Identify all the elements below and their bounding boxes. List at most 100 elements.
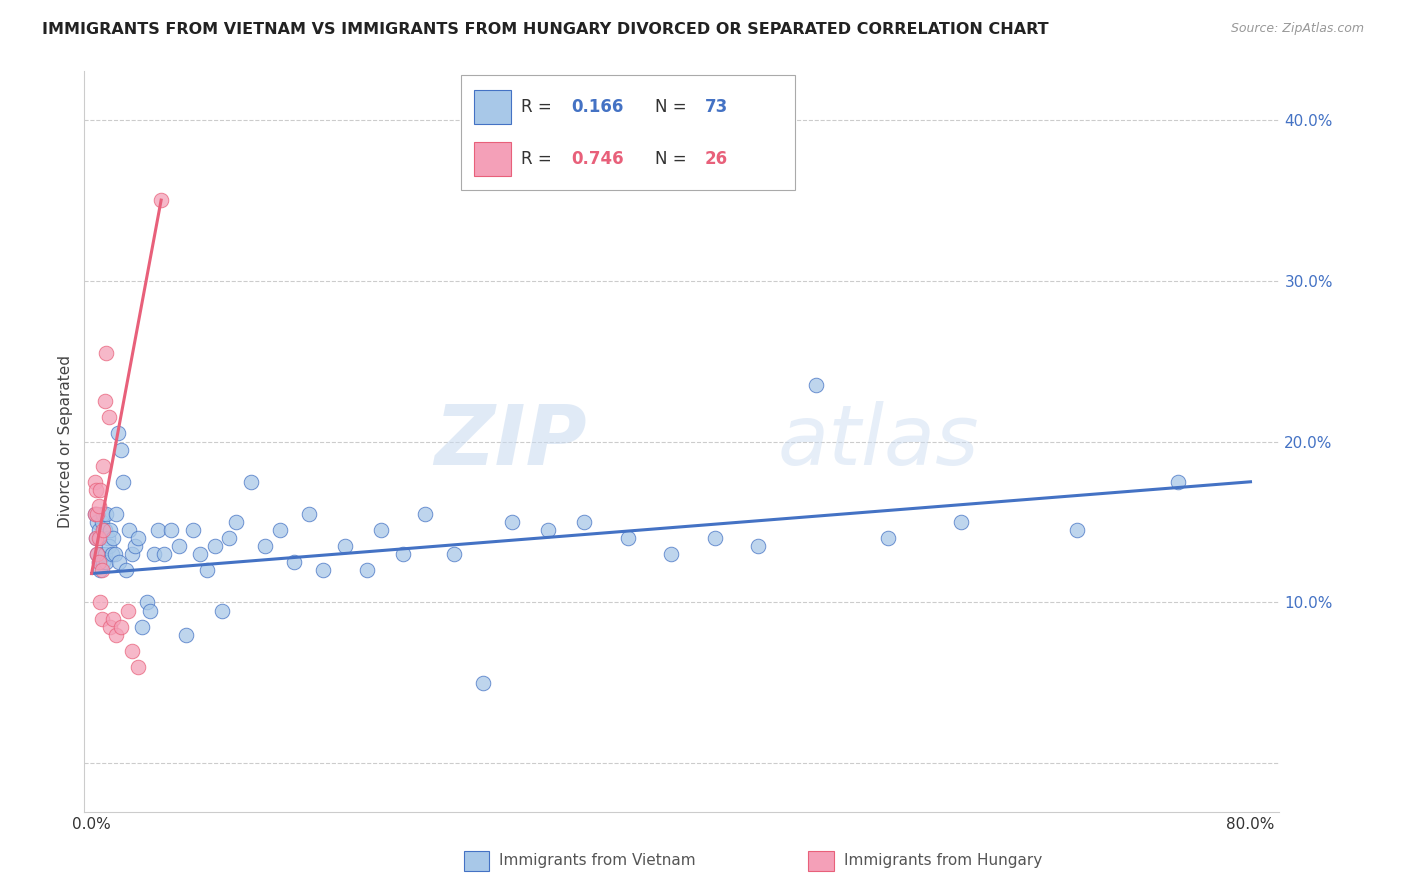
Point [112,475,135,489]
Text: atlas: atlas [778,401,979,482]
Point [174,628,197,642]
Point [356,563,378,577]
Point [298,507,321,521]
Text: Source: ZipAtlas.com: Source: ZipAtlas.com [1230,22,1364,36]
Point [89,483,111,497]
Point [949,515,972,529]
Y-axis label: Divorced or Separated: Divorced or Separated [58,355,73,528]
Point [142,547,165,561]
Point [86,507,108,521]
Point [107,426,129,441]
Point [160,523,183,537]
Point [471,676,494,690]
Point [90,515,112,529]
Point [83,507,105,521]
Point [239,475,262,489]
Point [93,547,115,561]
Point [153,547,176,561]
Point [124,539,146,553]
Point [747,539,769,553]
Point [188,547,211,561]
Point [89,531,111,545]
Point [87,531,110,545]
Point [89,595,111,609]
Point [84,531,107,545]
Text: IMMIGRANTS FROM VIETNAM VS IMMIGRANTS FROM HUNGARY DIVORCED OR SEPARATED CORRELA: IMMIGRANTS FROM VIETNAM VS IMMIGRANTS FR… [42,22,1049,37]
Point [87,555,110,569]
Point [84,483,107,497]
Point [93,394,115,409]
Point [392,547,415,561]
Point [804,378,827,392]
Point [150,193,173,207]
Point [443,547,465,561]
Point [167,539,190,553]
Point [98,539,121,553]
Point [101,547,124,561]
Point [90,611,112,625]
Text: ZIP: ZIP [433,401,586,482]
Point [100,523,122,537]
Point [138,603,160,617]
Point [659,547,682,561]
Point [413,507,436,521]
Point [94,346,117,360]
Point [269,523,291,537]
Point [225,515,247,529]
Point [110,619,132,633]
Point [87,499,110,513]
Point [84,531,107,545]
Point [135,595,157,609]
Point [93,523,115,537]
Point [333,539,356,553]
Point [181,523,204,537]
Point [83,475,105,489]
Point [370,523,392,537]
Point [115,563,138,577]
Point [104,547,127,561]
Point [91,458,114,473]
Point [89,563,111,577]
Point [204,539,226,553]
Point [121,644,143,658]
Point [254,539,277,553]
Point [211,603,233,617]
Point [108,555,131,569]
Point [94,507,117,521]
Point [86,547,108,561]
Point [91,507,114,521]
Text: Immigrants from Hungary: Immigrants from Hungary [844,854,1042,868]
Point [121,547,143,561]
Point [283,555,305,569]
Point [91,523,114,537]
Point [86,515,108,529]
Point [131,619,153,633]
Point [86,547,108,561]
Point [572,515,595,529]
Point [94,555,117,569]
Point [96,531,118,545]
Point [877,531,900,545]
Point [90,547,112,561]
Point [501,515,523,529]
Point [118,523,141,537]
Point [105,628,128,642]
Point [87,523,110,537]
Point [197,563,219,577]
Point [87,555,110,569]
Point [312,563,335,577]
Point [127,531,149,545]
Point [98,410,121,425]
Point [703,531,725,545]
Point [91,555,114,569]
Point [83,507,105,521]
Point [110,442,132,457]
Point [127,660,149,674]
Point [218,531,240,545]
Point [103,531,125,545]
Point [148,523,170,537]
Point [103,611,125,625]
Point [616,531,638,545]
Point [1066,523,1088,537]
Point [90,563,112,577]
